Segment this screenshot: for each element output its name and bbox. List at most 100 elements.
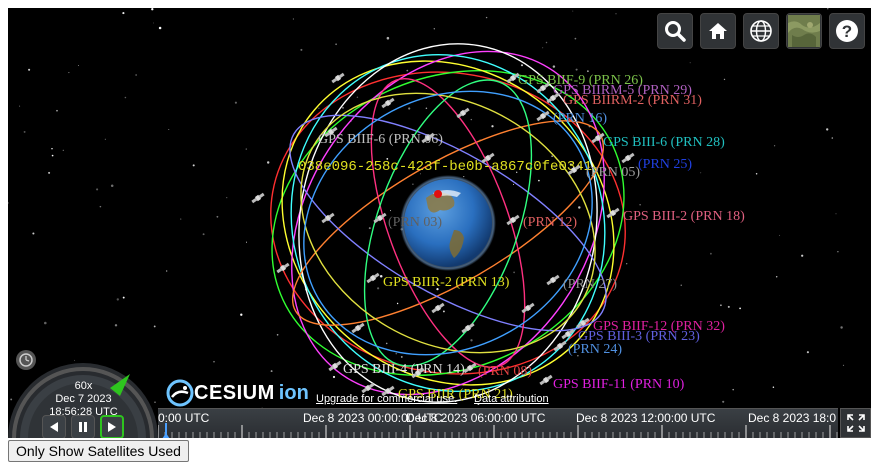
question-icon: ?	[836, 20, 858, 42]
timeline-tick-label: Dec 8 2023 00:00:00 UTC	[303, 411, 443, 425]
satellite-label[interactable]: (PRN 03)	[388, 215, 442, 230]
home-button[interactable]	[700, 13, 736, 49]
base-layer-picker[interactable]	[786, 13, 822, 49]
satellite-label[interactable]: (PRN 05)	[586, 165, 640, 180]
satellite-icon[interactable]	[251, 192, 265, 204]
satellite-icon[interactable]	[351, 322, 365, 334]
imagery-thumbnail-icon	[788, 15, 820, 47]
satellite-icon[interactable]	[546, 274, 560, 286]
logo-text-ion: ion	[278, 381, 309, 404]
satellite-icon[interactable]	[553, 340, 567, 352]
satellite-icon[interactable]	[324, 126, 338, 138]
clock-readout: 60x Dec 7 2023 18:56:28 UTC	[36, 380, 131, 419]
satellite-label[interactable]: GPS BIIR (PRN 21)	[398, 387, 513, 402]
satellite-icon[interactable]	[463, 362, 477, 374]
home-icon	[709, 23, 727, 39]
satellite-label[interactable]: GPS BIIRM-2 (PRN 31)	[563, 93, 702, 108]
svg-text:?: ?	[842, 22, 852, 41]
satellite-label[interactable]: GPS BIII-2 (PRN 18)	[623, 209, 745, 224]
timeline-tick-label: Dec 8 2023 06:00:00 UTC	[406, 411, 546, 425]
satellite-icon[interactable]	[461, 322, 475, 334]
satellite-icon[interactable]	[456, 107, 470, 119]
play-reverse-icon	[50, 422, 58, 432]
satellite-icon[interactable]	[328, 360, 342, 372]
satellite-label[interactable]: (PRN 08)	[478, 364, 532, 379]
fullscreen-icon	[846, 414, 865, 432]
satellite-icon[interactable]	[361, 382, 375, 394]
timeline-tick-label: 0:00 UTC	[158, 411, 210, 425]
satellite-label[interactable]: GPS BIIF-12 (PRN 32)	[593, 319, 725, 334]
credit-container: Upgrade for commercial use. Data attribu…	[168, 392, 708, 408]
satellite-icon[interactable]	[321, 212, 335, 224]
scene-mode-button[interactable]	[743, 13, 779, 49]
center-entity-label: 038e096-258c-423f-be0b-a867c0fe0341	[298, 159, 592, 175]
play-icon	[108, 422, 116, 432]
satellite-icon[interactable]	[621, 152, 635, 164]
satellite-label[interactable]: GPS BIIR-2 (PRN 13)	[383, 275, 510, 290]
satellite-icon[interactable]	[506, 214, 520, 226]
help-button[interactable]: ?	[829, 13, 865, 49]
satellite-icon[interactable]	[276, 262, 290, 274]
earth-globe[interactable]	[400, 175, 496, 271]
satellite-icon[interactable]	[546, 92, 560, 104]
satellite-label[interactable]: (PRN 27)	[563, 277, 617, 292]
logo-text: CESIUM	[194, 381, 275, 404]
scene-canvas[interactable]: 038e096-258c-423f-be0b-a867c0fe0341 GPS …	[8, 8, 871, 438]
satellite-icon[interactable]	[373, 212, 387, 224]
play-reverse-button[interactable]	[42, 415, 66, 438]
ground-station-marker[interactable]	[434, 190, 442, 198]
satellite-label[interactable]: (PRN 16)	[553, 111, 607, 126]
satellite-icon[interactable]	[506, 72, 520, 84]
satellite-icon[interactable]	[421, 132, 435, 144]
satellite-label[interactable]: GPS BIIF-9 (PRN 26)	[518, 73, 643, 88]
satellite-icon[interactable]	[536, 82, 550, 94]
only-show-used-satellites-button[interactable]: Only Show Satellites Used	[8, 440, 189, 462]
satellite-label[interactable]: GPS BIIRM-5 (PRN 29)	[553, 83, 692, 98]
cesium-viewer[interactable]: 038e096-258c-423f-be0b-a867c0fe0341 GPS …	[8, 8, 871, 438]
timeline[interactable]: 0:00 UTC Dec 8 2023 00:00:00 UTC Dec 8 2…	[158, 408, 838, 438]
pause-icon	[79, 422, 87, 432]
satellite-icon[interactable]	[366, 272, 380, 284]
satellite-icon[interactable]	[381, 97, 395, 109]
search-button[interactable]	[657, 13, 693, 49]
pause-button[interactable]	[71, 415, 95, 438]
satellite-icon[interactable]	[431, 302, 445, 314]
timeline-needle[interactable]	[161, 423, 171, 438]
satellite-label[interactable]: (PRN 12)	[523, 215, 577, 230]
globe-icon	[750, 20, 772, 42]
satellite-icon[interactable]	[381, 385, 395, 397]
satellite-icon[interactable]	[539, 374, 553, 386]
data-attribution-link[interactable]: Data attribution	[474, 393, 549, 405]
cesium-logo-icon	[166, 379, 194, 407]
clock-date: Dec 7 2023	[55, 393, 112, 405]
satellite-label[interactable]: GPS BIIF-11 (PRN 10)	[553, 377, 685, 392]
fullscreen-button[interactable]	[840, 408, 871, 438]
play-button[interactable]	[100, 415, 124, 438]
satellite-icon[interactable]	[576, 317, 590, 329]
satellite-icon[interactable]	[591, 132, 605, 144]
cesium-ion-logo[interactable]: CESIUM ion	[166, 378, 309, 408]
satellite-icon[interactable]	[567, 164, 581, 176]
satellite-label[interactable]: GPS BIII-6 (PRN 28)	[603, 135, 725, 150]
satellite-icon[interactable]	[561, 328, 575, 340]
starfield	[8, 8, 845, 408]
satellite-icon[interactable]	[331, 72, 345, 84]
satellite-layer[interactable]: GPS BIIF-9 (PRN 26)GPS BIIRM-5 (PRN 29)G…	[251, 72, 745, 402]
satellite-label[interactable]: (PRN 24)	[568, 342, 622, 357]
satellite-label[interactable]: GPS BIIF-6 (PRN 06)	[318, 132, 443, 147]
satellite-label[interactable]: (PRN 25)	[638, 157, 692, 172]
upgrade-link[interactable]: Upgrade for commercial use.	[316, 393, 458, 405]
timeline-tick-label: Dec 8 2023 12:00:00 UTC	[576, 411, 716, 425]
satellite-icon[interactable]	[521, 302, 535, 314]
timeline-tick-label: Dec 8 2023 18:0	[748, 411, 837, 425]
speed-multiplier: 60x	[74, 380, 93, 392]
satellite-icon[interactable]	[411, 367, 425, 379]
satellite-icon[interactable]	[481, 152, 495, 164]
clock-icon	[19, 353, 33, 367]
timeline-ticks	[158, 425, 838, 438]
satellite-label[interactable]: GPS BIII-3 (PRN 23)	[578, 329, 700, 344]
satellite-icon[interactable]	[606, 207, 620, 219]
satellite-icon[interactable]	[536, 110, 550, 122]
satellite-label[interactable]: GPS BIII-4 (PRN 14)	[343, 362, 465, 377]
shuttle-ring-pointer[interactable]	[110, 374, 130, 396]
